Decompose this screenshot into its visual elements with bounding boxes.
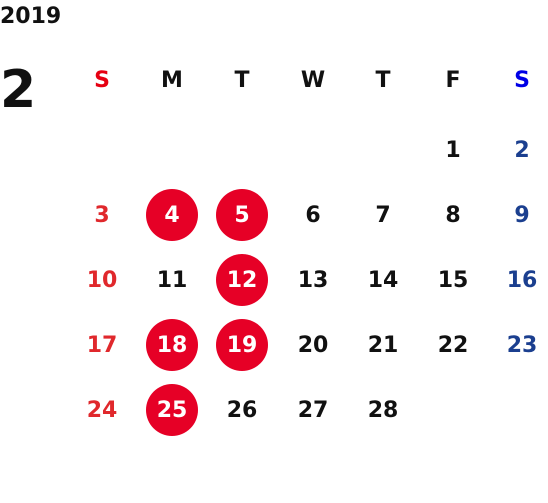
weekday-header: T — [375, 67, 391, 93]
day-cell[interactable]: 22 — [437, 332, 469, 358]
day-cell[interactable]: 23 — [506, 332, 538, 358]
day-cell[interactable]: 10 — [86, 267, 118, 293]
day-cell[interactable]: 26 — [226, 397, 258, 423]
weekday-header: T — [234, 67, 250, 93]
day-cell-highlighted[interactable]: 19 — [216, 319, 268, 371]
month-number: 2 — [0, 60, 37, 120]
weekday-header: S — [94, 67, 110, 93]
weekday-header: W — [300, 67, 326, 93]
weekday-header: S — [514, 67, 530, 93]
day-cell[interactable]: 21 — [367, 332, 399, 358]
weekday-header: F — [445, 67, 461, 93]
day-cell[interactable]: 8 — [445, 202, 461, 228]
day-cell[interactable]: 15 — [437, 267, 469, 293]
day-cell-highlighted[interactable]: 25 — [146, 384, 198, 436]
day-cell[interactable]: 9 — [514, 202, 530, 228]
day-cell[interactable]: 20 — [297, 332, 329, 358]
day-cell[interactable]: 14 — [367, 267, 399, 293]
day-cell[interactable]: 16 — [506, 267, 538, 293]
day-cell[interactable]: 3 — [94, 202, 110, 228]
day-cell[interactable]: 7 — [375, 202, 391, 228]
day-cell[interactable]: 1 — [445, 137, 461, 163]
day-cell-highlighted[interactable]: 5 — [216, 189, 268, 241]
day-cell[interactable]: 27 — [297, 397, 329, 423]
day-cell-highlighted[interactable]: 18 — [146, 319, 198, 371]
day-cell[interactable]: 28 — [367, 397, 399, 423]
day-cell[interactable]: 17 — [86, 332, 118, 358]
day-cell[interactable]: 24 — [86, 397, 118, 423]
day-cell[interactable]: 13 — [297, 267, 329, 293]
year-label: 2019 — [0, 4, 62, 29]
day-cell-highlighted[interactable]: 4 — [146, 189, 198, 241]
weekday-header: M — [161, 67, 183, 93]
day-cell[interactable]: 6 — [305, 202, 321, 228]
day-cell[interactable]: 2 — [514, 137, 530, 163]
day-cell[interactable]: 11 — [156, 267, 188, 293]
day-cell-highlighted[interactable]: 12 — [216, 254, 268, 306]
